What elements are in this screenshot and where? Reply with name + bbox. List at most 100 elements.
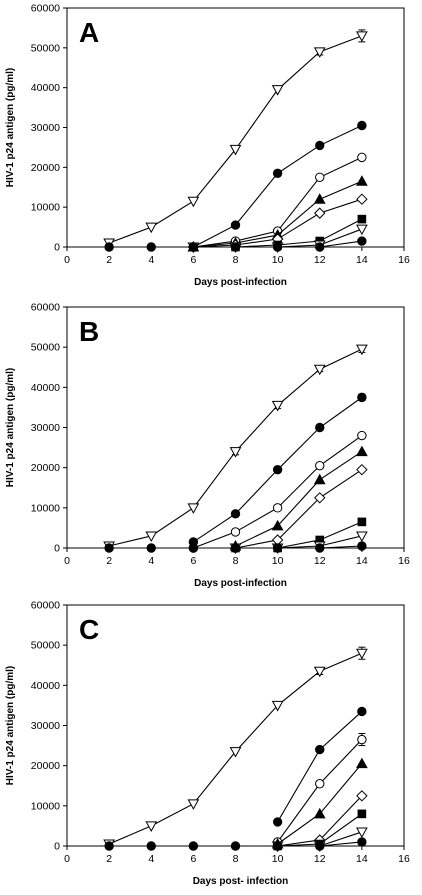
y-tick-label: 40000	[31, 382, 60, 394]
y-axis-label: HIV-1 p24 antigen (pg/ml)	[5, 666, 16, 785]
data-point	[272, 543, 283, 553]
data-point	[357, 152, 367, 163]
series-2	[272, 706, 367, 827]
data-point	[357, 392, 367, 403]
data-point	[356, 445, 368, 457]
series-line	[235, 469, 363, 549]
panel-label: C	[79, 614, 99, 645]
panel-b: 0 2 4 6 8 10 12 14 16 0 10000 20000 30000 40000 50000 6…	[5, 302, 410, 590]
y-tick-label: 50000	[31, 42, 60, 54]
data-point	[315, 242, 325, 252]
data-point	[313, 666, 326, 678]
data-point	[230, 543, 241, 553]
series-4	[271, 757, 368, 849]
series-8	[104, 236, 367, 252]
x-tick-label: 12	[314, 555, 326, 567]
series-8	[104, 837, 367, 851]
x-tick-label: 16	[398, 853, 410, 865]
y-tick-label: 0	[54, 841, 60, 853]
y-tick-label: 10000	[31, 800, 60, 812]
x-tick-label: 10	[272, 853, 284, 865]
data-point	[356, 757, 368, 769]
panel-label: B	[79, 316, 99, 347]
data-point	[272, 817, 283, 827]
data-point	[356, 790, 368, 802]
y-tick-label: 60000	[31, 600, 60, 612]
series-line	[277, 711, 363, 823]
data-point	[272, 464, 283, 475]
series-line	[277, 739, 363, 843]
x-tick-label: 0	[64, 555, 70, 567]
data-point	[230, 527, 241, 537]
x-tick-label: 14	[356, 853, 368, 865]
x-tick-label: 2	[106, 853, 112, 865]
series-2	[188, 392, 367, 547]
data-point	[230, 509, 241, 519]
x-tick-label: 4	[148, 853, 154, 865]
y-tick-label: 10000	[31, 202, 60, 214]
x-tick-label: 0	[64, 853, 70, 865]
data-point	[272, 503, 283, 513]
data-point	[315, 172, 325, 182]
x-tick-label: 16	[398, 254, 410, 266]
data-point	[104, 242, 114, 252]
series-3	[188, 430, 367, 553]
data-point	[315, 744, 325, 755]
data-point	[187, 503, 200, 514]
data-point	[314, 492, 326, 504]
y-tick-label: 30000	[31, 720, 60, 732]
data-point	[357, 214, 367, 224]
data-point	[313, 193, 326, 204]
data-point	[145, 222, 158, 234]
x-tick-label: 4	[148, 555, 154, 567]
data-point	[187, 799, 200, 810]
data-point	[314, 207, 326, 219]
series-7	[229, 531, 368, 555]
x-tick-label: 14	[356, 254, 368, 266]
y-tick-label: 30000	[31, 422, 60, 434]
y-tick-label: 30000	[31, 122, 60, 134]
data-point	[271, 519, 284, 531]
data-point	[356, 463, 368, 476]
data-point	[357, 706, 367, 717]
data-point	[357, 120, 367, 131]
y-tick-label: 0	[54, 242, 60, 254]
data-point	[315, 779, 325, 789]
data-point	[356, 224, 368, 236]
y-tick-label: 60000	[31, 302, 60, 314]
data-point	[357, 837, 367, 847]
x-tick-label: 0	[64, 254, 70, 266]
y-tick-label: 40000	[31, 680, 60, 692]
plot-frame	[66, 7, 405, 248]
data-point	[146, 543, 156, 553]
data-point	[315, 543, 325, 553]
y-tick-label: 50000	[31, 640, 60, 652]
data-point	[230, 841, 241, 851]
data-point	[145, 821, 158, 832]
x-tick-label: 6	[190, 555, 196, 567]
data-point	[313, 807, 326, 819]
x-tick-label: 8	[233, 853, 239, 865]
x-tick-label: 10	[272, 254, 284, 266]
x-tick-label: 10	[272, 555, 284, 567]
series-1	[103, 344, 368, 553]
x-tick-label: 6	[190, 254, 196, 266]
y-tick-label: 20000	[31, 162, 60, 174]
series-line	[277, 763, 363, 845]
data-point	[315, 460, 325, 471]
data-point	[229, 747, 242, 758]
data-point	[356, 344, 368, 356]
x-tick-label: 8	[233, 254, 239, 266]
data-point	[104, 841, 114, 851]
y-axis-label: HIV-1 p24 antigen (pg/ml)	[5, 368, 16, 487]
series-line	[193, 435, 363, 549]
x-axis-label: Days post-infection	[194, 578, 287, 589]
data-point	[357, 236, 367, 246]
data-point	[357, 809, 367, 819]
data-point	[230, 242, 241, 252]
x-tick-label: 14	[356, 555, 368, 567]
x-tick-label: 2	[106, 555, 112, 567]
x-tick-label: 2	[106, 254, 112, 266]
y-tick-label: 50000	[31, 342, 60, 354]
